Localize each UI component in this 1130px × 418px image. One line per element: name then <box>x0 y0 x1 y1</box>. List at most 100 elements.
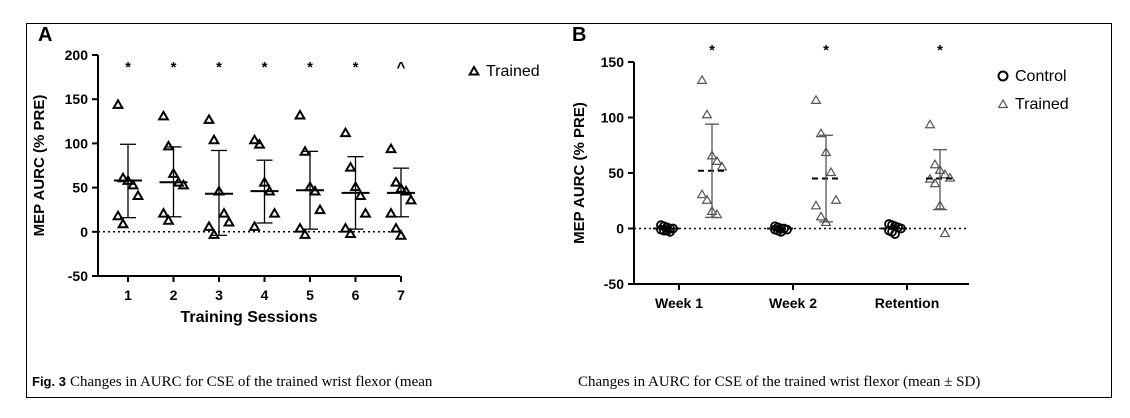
data-point-trained <box>359 207 372 218</box>
data-point-trained <box>389 222 403 233</box>
data-point-trained <box>810 94 822 104</box>
y-tick-label: -50 <box>68 268 88 284</box>
legend-label-trained: Trained <box>486 63 540 80</box>
data-point-trained <box>157 207 170 218</box>
y-tick-label: 150 <box>65 91 89 107</box>
data-point-trained <box>825 166 837 177</box>
x-tick-label: 1 <box>124 287 132 303</box>
data-point-trained <box>313 203 327 215</box>
significance-mark: * <box>262 59 268 76</box>
caption-right: Changes in AURC for CSE of the trained w… <box>578 374 981 390</box>
x-tick-label: 5 <box>306 287 314 303</box>
data-point-trained <box>253 138 266 149</box>
x-tick-label: Week 2 <box>769 295 817 311</box>
y-axis-label: MEP AURC (% PRE) <box>571 102 588 244</box>
data-point-trained <box>701 109 713 119</box>
data-point-control <box>665 226 675 237</box>
caption-left-text: Changes in AURC for CSE of the trained w… <box>69 374 433 390</box>
y-tick-label: 100 <box>65 135 89 151</box>
significance-mark: * <box>937 42 943 59</box>
data-point-trained <box>217 207 231 218</box>
x-tick-label: 6 <box>352 287 360 303</box>
y-tick-label: 100 <box>601 110 625 126</box>
significance-mark: * <box>823 42 829 59</box>
legend-label-trained: Trained <box>1015 96 1069 113</box>
chart-panel-a: A -50 0 50 100 150 200 MEP AURC (% PRE) 1 2 3 4 5 6 7 T… <box>31 24 540 326</box>
data-point-trained <box>696 74 708 84</box>
data-point-trained <box>131 189 145 200</box>
data-point-trained <box>222 215 236 227</box>
x-tick-label: 2 <box>170 287 178 303</box>
data-point-trained <box>339 222 352 233</box>
significance-mark: * <box>125 59 131 76</box>
data-point-trained <box>293 222 307 233</box>
data-point-trained <box>162 139 175 151</box>
data-point-trained <box>939 227 951 238</box>
y-tick-label: -50 <box>604 276 624 292</box>
panel-label: A <box>38 24 52 46</box>
data-point-trained <box>248 220 261 231</box>
y-axis-label: MEP AURC (% PRE) <box>31 95 48 237</box>
x-tick-label: 3 <box>215 287 223 303</box>
data-point-trained <box>924 119 936 129</box>
data-point-trained <box>248 133 261 145</box>
data-point-trained <box>207 228 221 239</box>
data-point-trained <box>399 185 413 196</box>
legend-marker-trained <box>467 65 481 76</box>
x-tick-label: 4 <box>261 287 269 303</box>
panel-label: B <box>572 24 586 46</box>
figure-label: Fig. 3 <box>32 374 66 389</box>
data-point-trained <box>830 194 842 204</box>
data-point-trained <box>384 142 398 154</box>
y-tick-label: 50 <box>608 165 624 181</box>
data-point-trained <box>111 209 125 221</box>
caption-left: Fig. 3 Changes in AURC for CSE of the tra… <box>32 374 432 391</box>
data-point-trained <box>268 207 281 218</box>
y-tick-label: 0 <box>616 221 624 237</box>
data-point-trained <box>696 189 708 199</box>
legend-marker-control <box>997 70 1009 82</box>
data-point-trained <box>929 177 941 188</box>
data-point-trained <box>116 217 130 229</box>
significance-mark: * <box>709 42 715 59</box>
data-point-trained <box>177 178 190 190</box>
data-point-trained <box>202 220 216 231</box>
data-point-trained <box>293 109 307 120</box>
significance-mark: * <box>216 59 222 76</box>
data-point-trained <box>394 229 408 240</box>
legend-label-control: Control <box>1015 68 1067 85</box>
data-point-trained <box>207 133 221 145</box>
x-axis-label: Training Sessions <box>181 309 318 326</box>
y-tick-label: 50 <box>72 180 88 196</box>
y-tick-label: 0 <box>80 224 88 240</box>
data-point-trained <box>111 98 125 109</box>
figure-frame <box>26 23 1112 398</box>
significance-mark: * <box>353 59 359 76</box>
y-tick-label: 150 <box>601 54 625 70</box>
data-point-control <box>782 224 792 235</box>
data-point-trained <box>701 194 713 204</box>
x-tick-label: Week 1 <box>655 295 703 311</box>
x-tick-label: 7 <box>397 287 405 303</box>
data-point-control <box>890 229 900 239</box>
data-point-trained <box>404 193 418 205</box>
data-point-trained <box>384 207 398 218</box>
data-point-control <box>659 225 669 236</box>
data-point-trained <box>389 176 403 187</box>
data-point-trained <box>339 126 352 138</box>
y-tick-label: 200 <box>65 47 89 63</box>
data-point-trained <box>711 155 723 165</box>
data-point-trained <box>815 127 827 138</box>
data-point-trained <box>157 109 170 121</box>
data-point-trained <box>716 161 728 171</box>
data-point-trained <box>162 214 175 225</box>
data-point-trained <box>126 178 140 190</box>
data-point-trained <box>929 159 941 169</box>
data-point-trained <box>815 211 827 221</box>
legend-marker-trained <box>997 98 1009 109</box>
chart-panel-b: B -50 0 50 100 150 MEP AURC (% PRE) Week 1 Week … <box>571 24 1069 311</box>
data-point-trained <box>344 227 357 238</box>
data-point-trained <box>944 172 956 182</box>
data-point-trained <box>939 169 951 179</box>
data-point-trained <box>344 161 357 172</box>
